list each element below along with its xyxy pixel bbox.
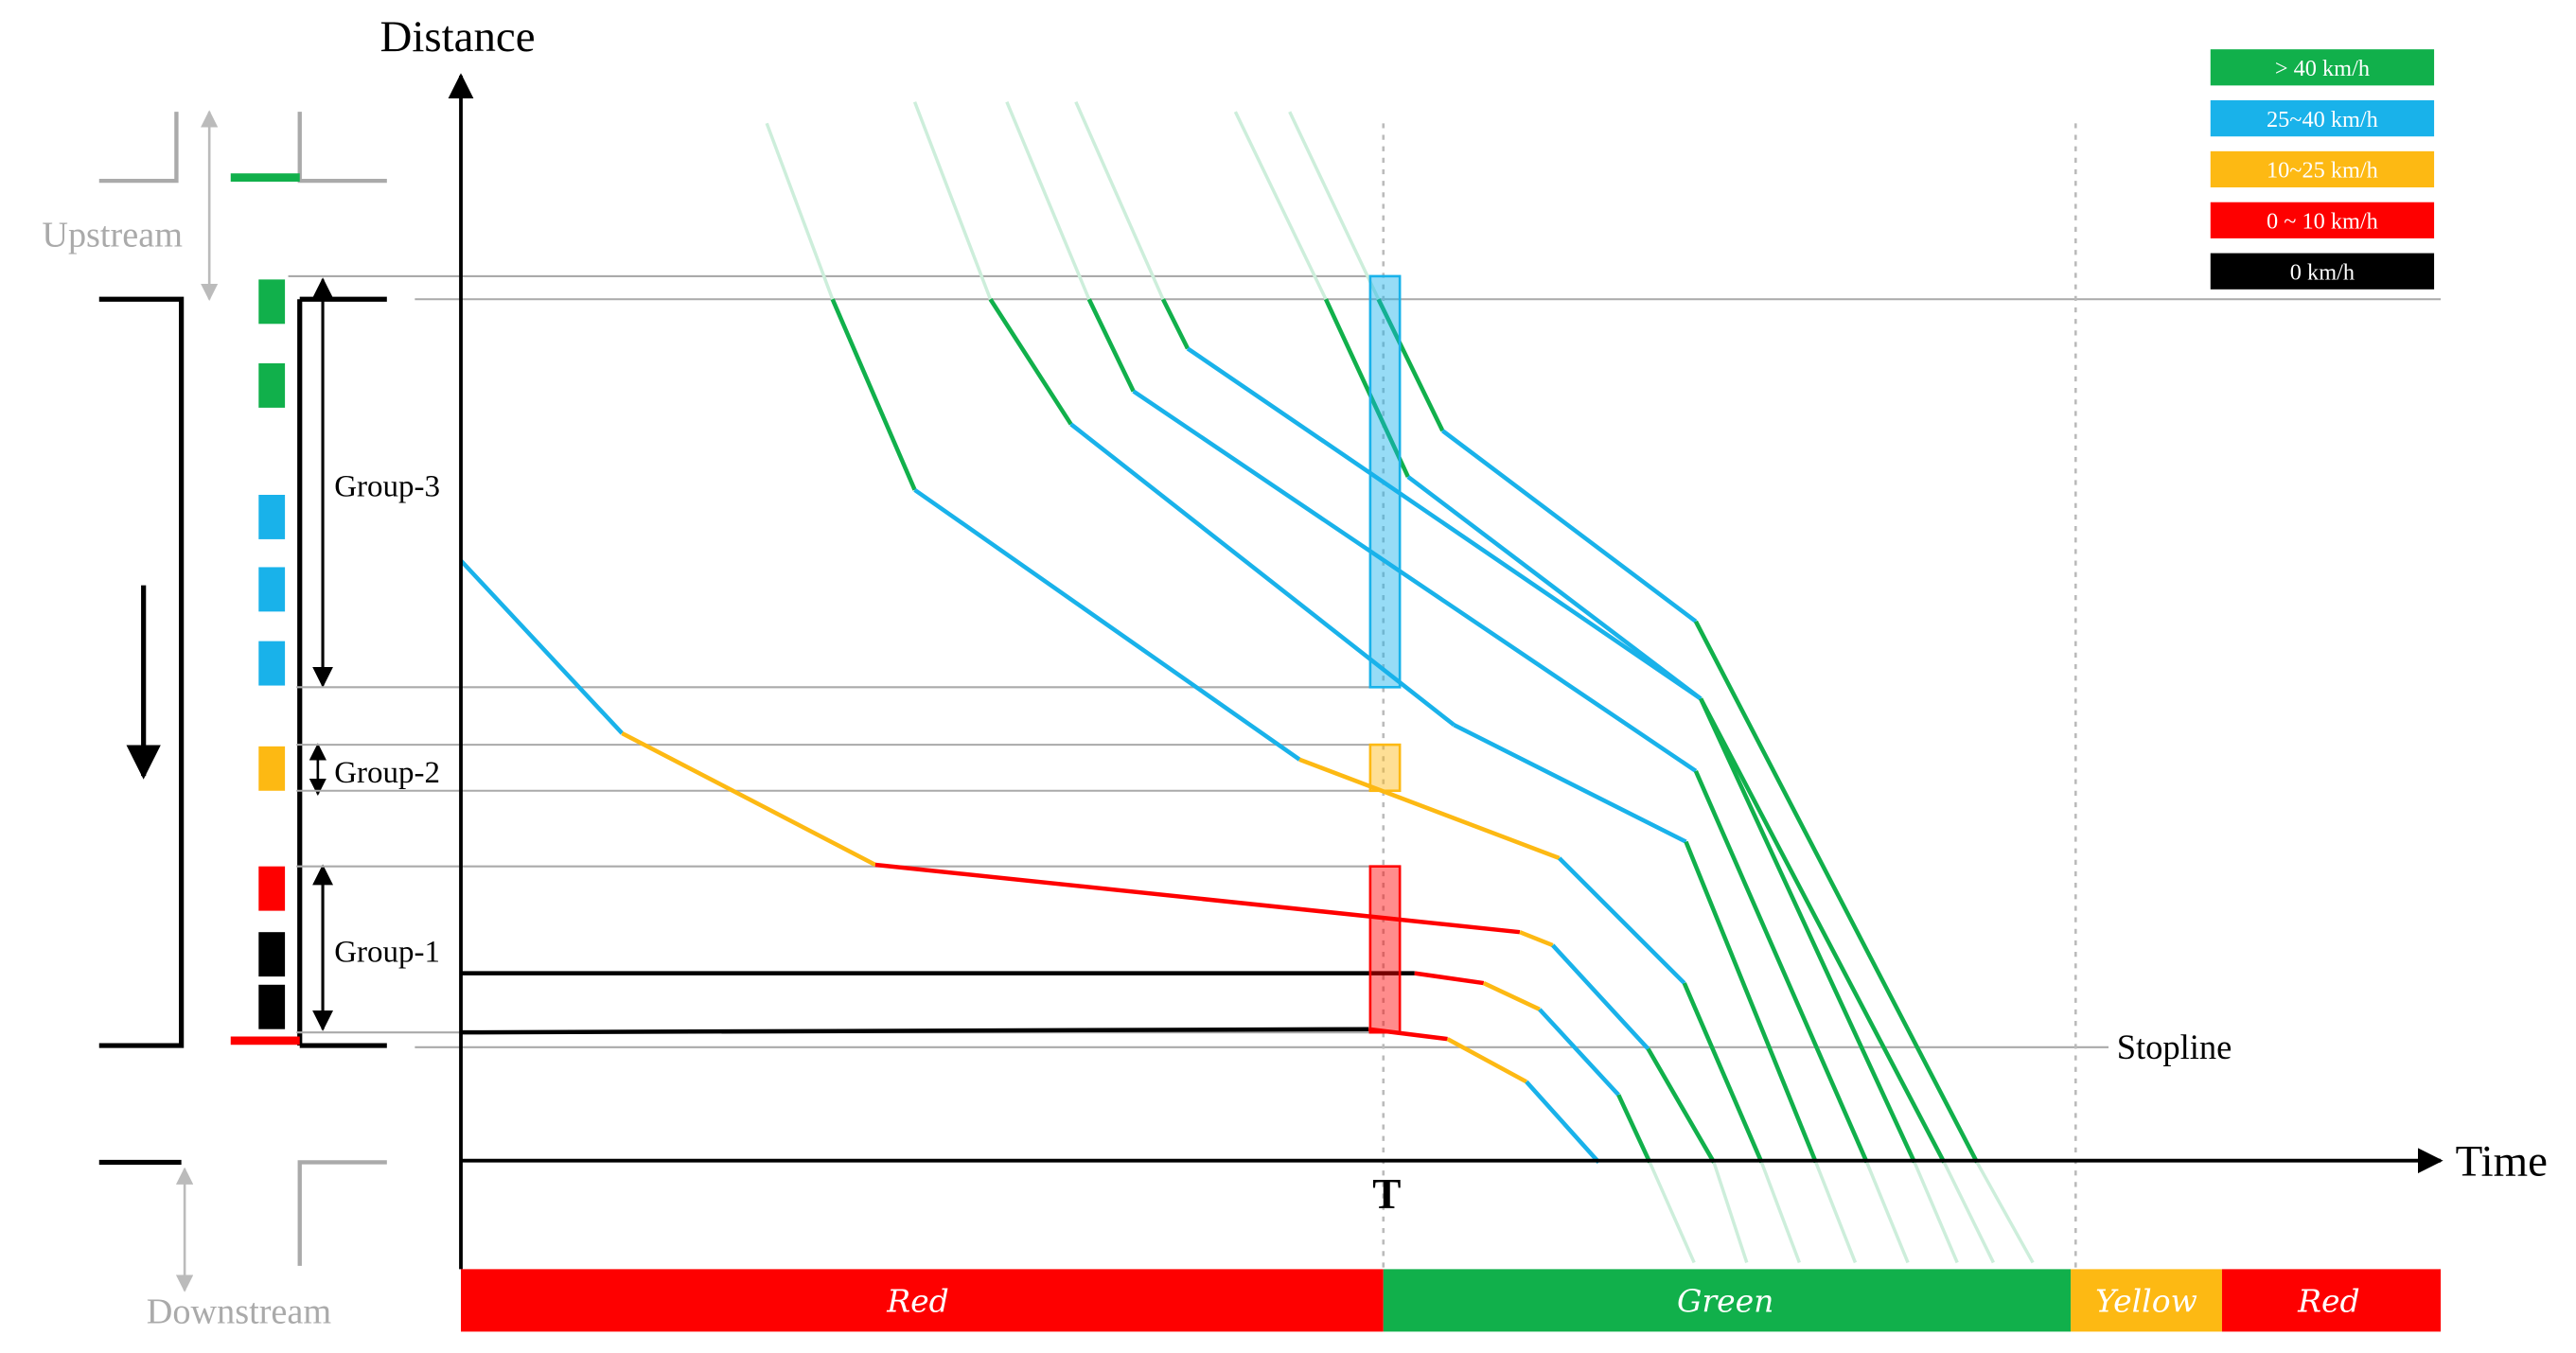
faded-upper-5 bbox=[1233, 111, 1328, 300]
legend-swatch-0to10 bbox=[2210, 202, 2435, 238]
faded-upper-2 bbox=[912, 101, 993, 300]
legend-swatch-zero bbox=[2210, 253, 2435, 290]
upstream-curb-left bbox=[98, 112, 179, 184]
vehicle-red-1 bbox=[258, 866, 286, 911]
legend-swatch-over40 bbox=[2210, 49, 2435, 86]
trajectory-vehicle-1 bbox=[461, 1027, 1601, 1164]
vehicle-black-1 bbox=[258, 932, 286, 977]
faded-lower-1 bbox=[1648, 1161, 1696, 1264]
phase-yellow bbox=[2071, 1269, 2222, 1332]
vehicle-blue-1 bbox=[258, 495, 286, 539]
phase-yellow-label: Yellow bbox=[2095, 1283, 2197, 1320]
x-axis-label: Time bbox=[2456, 1136, 2548, 1186]
y-axis-label: Distance bbox=[379, 12, 535, 62]
highlight-group-1 bbox=[1368, 865, 1402, 1034]
speed-legend: > 40 km/h 25~40 km/h 10~25 km/h 0 ~ 10 k… bbox=[2210, 49, 2435, 290]
faded-lower-8 bbox=[1975, 1161, 2035, 1264]
legend-label-10to25: 10~25 km/h bbox=[2267, 158, 2378, 184]
legend-label-0to10: 0 ~ 10 km/h bbox=[2267, 209, 2378, 235]
phase-red-1 bbox=[461, 1269, 1384, 1332]
trajectory-vehicle-3 bbox=[459, 558, 1716, 1164]
vehicle-black-2 bbox=[258, 984, 286, 1029]
highlight-group-2 bbox=[1368, 743, 1402, 793]
faded-lower-3 bbox=[1759, 1161, 1802, 1264]
road-left-edge bbox=[98, 296, 185, 1048]
downstream-curb-right bbox=[297, 1160, 387, 1266]
vehicle-blue-3 bbox=[258, 641, 286, 686]
faded-lower-4 bbox=[1814, 1161, 1858, 1264]
group-3-label: Group-3 bbox=[334, 470, 440, 504]
phase-red-2-label: Red bbox=[2297, 1283, 2360, 1320]
faded-lower-7 bbox=[1942, 1161, 1995, 1264]
group-1-label: Group-1 bbox=[334, 935, 440, 969]
trajectories bbox=[459, 298, 1980, 1164]
faded-upper-6 bbox=[1288, 111, 1381, 300]
road-schematic: Upstream Downstream Group-3 Group-2 Grou… bbox=[42, 110, 440, 1332]
faded-lower-2 bbox=[1712, 1161, 1749, 1263]
legend-swatch-25to40 bbox=[2210, 99, 2435, 137]
trajectory-vehicle-7 bbox=[1160, 298, 1917, 1164]
faded-lower-5 bbox=[1865, 1161, 1910, 1264]
highlight-group-3 bbox=[1368, 274, 1402, 689]
faded-upper-1 bbox=[765, 122, 835, 300]
vehicle-green-2 bbox=[258, 362, 286, 408]
upstream-curb-right bbox=[297, 112, 387, 184]
trajectory-vehicle-9 bbox=[1376, 298, 1980, 1164]
group-2-label: Group-2 bbox=[334, 756, 440, 790]
stopline-label: Stopline bbox=[2117, 1028, 2232, 1066]
downstream-label: Downstream bbox=[147, 1292, 332, 1332]
guide-lines bbox=[288, 274, 2442, 1048]
faded-upper-4 bbox=[1074, 101, 1165, 300]
phase-red-2 bbox=[2221, 1269, 2442, 1332]
upstream-label: Upstream bbox=[42, 216, 183, 255]
vehicle-blue-2 bbox=[258, 567, 286, 612]
vehicle-green-1 bbox=[258, 279, 286, 325]
phase-green bbox=[1383, 1269, 2072, 1332]
t-marker-label: T bbox=[1372, 1170, 1401, 1218]
phase-green-label: Green bbox=[1677, 1283, 1773, 1320]
faded-trajectories bbox=[765, 101, 2035, 1264]
legend-swatch-10to25 bbox=[2210, 150, 2435, 188]
vehicle-yellow-1 bbox=[258, 746, 286, 791]
trajectory-vehicle-8 bbox=[1323, 298, 1947, 1164]
trajectory-vehicle-5 bbox=[988, 298, 1818, 1164]
legend-label-over40: > 40 km/h bbox=[2275, 56, 2370, 81]
trajectory-vehicle-2 bbox=[461, 971, 1652, 1164]
legend-label-25to40: 25~40 km/h bbox=[2267, 107, 2378, 132]
phase-red-1-label: Red bbox=[886, 1283, 949, 1320]
faded-lower-6 bbox=[1913, 1161, 1959, 1264]
trajectory-vehicle-4 bbox=[830, 298, 1764, 1164]
faded-upper-3 bbox=[1005, 101, 1091, 300]
trajectory-vehicle-6 bbox=[1086, 298, 1869, 1164]
legend-label-zero: 0 km/h bbox=[2290, 259, 2355, 285]
signal-phase-bar: Red Green Yellow Red bbox=[461, 1269, 2442, 1332]
